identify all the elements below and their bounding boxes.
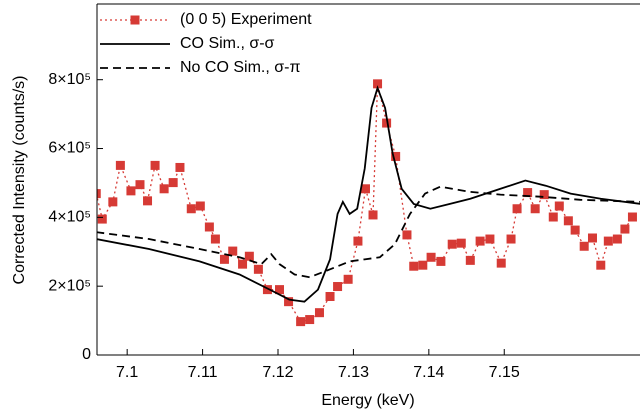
data-marker (210, 234, 220, 244)
data-marker (620, 224, 630, 234)
x-tick-label: 7.12 (262, 364, 293, 381)
series-line (97, 83, 634, 323)
data-marker (353, 236, 363, 246)
series-line (97, 185, 640, 279)
data-marker (382, 118, 392, 128)
data-marker (530, 204, 540, 214)
data-marker (244, 251, 254, 261)
data-marker (296, 317, 306, 327)
data-marker (368, 210, 378, 220)
y-tick-label: 6×10⁵ (48, 140, 91, 157)
data-marker (456, 238, 466, 248)
data-marker (219, 254, 229, 264)
y-tick-label: 8×10⁵ (48, 71, 91, 88)
data-marker (596, 260, 606, 270)
data-marker (627, 212, 637, 222)
plot-area (97, 79, 640, 327)
data-marker (284, 297, 294, 307)
data-marker (475, 236, 485, 246)
data-marker (360, 184, 370, 194)
data-marker (108, 197, 118, 207)
data-marker (496, 258, 506, 268)
data-marker (159, 184, 169, 194)
data-marker (150, 160, 160, 170)
data-marker (115, 160, 125, 170)
data-marker (275, 285, 285, 295)
legend-label: (0 0 5) Experiment (180, 11, 312, 28)
data-marker (373, 79, 383, 89)
series-line (97, 85, 640, 303)
data-marker (325, 292, 335, 301)
data-marker (436, 256, 446, 266)
data-marker (143, 196, 153, 206)
x-tick-label: 7.15 (489, 364, 520, 381)
x-axis-label: Energy (keV) (321, 392, 414, 409)
data-marker (195, 201, 205, 211)
x-tick-label: 7.13 (338, 364, 369, 381)
data-marker (548, 212, 558, 222)
y-tick-label: 4×10⁵ (48, 209, 91, 226)
y-axis-label: Corrected Intensity (counts/s) (11, 76, 28, 285)
data-marker (333, 282, 343, 292)
data-marker (97, 189, 101, 199)
data-marker (523, 188, 533, 198)
data-marker (253, 264, 263, 274)
x-tick-label: 7.14 (413, 364, 444, 381)
data-marker (228, 246, 238, 256)
legend-label: CO Sim., σ-σ (180, 35, 275, 52)
data-marker (579, 241, 589, 251)
data-marker (305, 315, 315, 325)
data-marker (485, 234, 495, 244)
data-marker (126, 186, 136, 196)
y-tick-label: 0 (82, 346, 91, 363)
data-marker (418, 260, 428, 270)
data-marker (409, 261, 419, 271)
data-marker (262, 285, 272, 295)
data-marker (563, 216, 573, 226)
data-marker (612, 234, 622, 244)
data-marker (186, 204, 196, 214)
y-tick-label: 2×10⁵ (48, 277, 91, 294)
data-marker (587, 233, 597, 243)
data-marker (391, 151, 401, 161)
data-marker (570, 225, 580, 235)
data-marker (135, 180, 145, 190)
data-marker (426, 252, 436, 262)
data-marker (343, 274, 353, 284)
data-marker (238, 259, 248, 269)
data-marker (506, 234, 516, 244)
data-marker (175, 162, 185, 172)
data-marker (447, 239, 457, 249)
data-marker (168, 178, 178, 188)
data-marker (539, 190, 549, 200)
data-marker (603, 236, 613, 246)
data-marker (512, 204, 522, 214)
data-marker (314, 308, 324, 318)
data-marker (554, 201, 564, 211)
legend-marker (130, 15, 140, 25)
x-tick-label: 7.1 (116, 364, 138, 381)
x-tick-label: 7.11 (188, 364, 218, 381)
data-marker (97, 214, 107, 224)
data-marker (204, 222, 214, 232)
legend-label: No CO Sim., σ-π (180, 59, 300, 76)
data-marker (465, 255, 475, 265)
data-marker (402, 230, 412, 240)
